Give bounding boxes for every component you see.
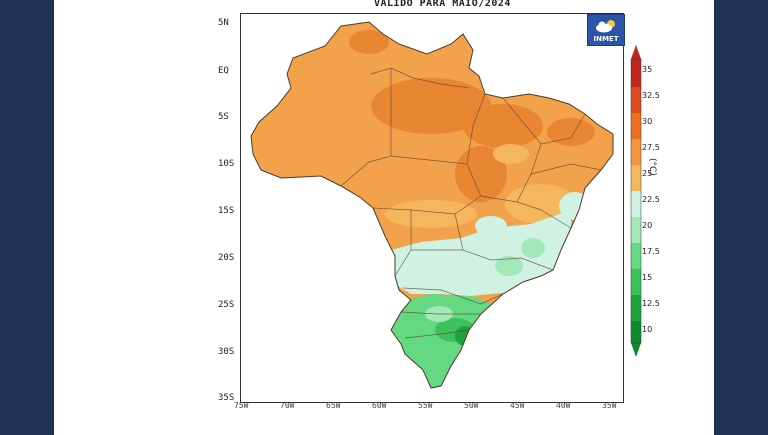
colorbar-tick: 27.5: [642, 143, 660, 152]
colorbar-tick: 30: [642, 117, 653, 126]
lon-label: 65W: [326, 401, 341, 410]
lat-label: 25S: [218, 300, 235, 310]
lat-label: 35S: [218, 393, 235, 403]
colorbar-tick: 25: [642, 169, 653, 178]
lon-label: 60W: [372, 401, 387, 410]
colorbar-tick: 17.5: [642, 247, 660, 256]
lat-label: 5S: [218, 112, 229, 122]
lon-label: 50W: [464, 401, 479, 410]
colorbar-tick: 22.5: [642, 195, 660, 204]
lat-label: EQ: [218, 66, 229, 76]
forecast-panel: VÁLIDO PARA MAIO/2024 5N EQ 5S 10S 15S 2…: [54, 0, 714, 435]
lat-label: 5N: [218, 18, 229, 28]
lon-label: 45W: [510, 401, 525, 410]
colorbar-tick: 35: [642, 65, 653, 74]
lon-label: 55W: [418, 401, 433, 410]
lat-label: 15S: [218, 206, 235, 216]
lat-label: 20S: [218, 253, 235, 263]
colorbar-unit: (°C): [647, 158, 657, 176]
lat-label: 10S: [218, 159, 235, 169]
temperature-field: [251, 22, 613, 388]
colorbar-tick: 32.5: [642, 91, 660, 100]
map-title: VÁLIDO PARA MAIO/2024: [374, 0, 511, 9]
temperature-colorbar: [630, 45, 642, 357]
lat-label: 30S: [218, 347, 235, 357]
map-frame: [240, 13, 624, 403]
weather-cloud-icon: [596, 20, 615, 33]
state-borders: [340, 67, 602, 339]
colorbar-tick: 10: [642, 325, 653, 334]
lon-label: 75W: [234, 401, 249, 410]
lon-label: 35W: [602, 401, 617, 410]
logo-text: INMET: [593, 35, 619, 43]
inmet-logo: INMET: [587, 14, 625, 46]
colorbar-tick: 15: [642, 273, 653, 282]
colorbar-tick: 12.5: [642, 299, 660, 308]
brazil-temperature-map: [250, 21, 614, 389]
lon-label: 40W: [556, 401, 571, 410]
colorbar-tick: 20: [642, 221, 653, 230]
lon-label: 70W: [280, 401, 295, 410]
